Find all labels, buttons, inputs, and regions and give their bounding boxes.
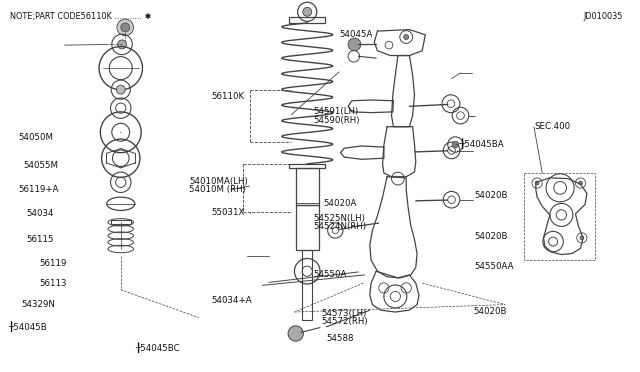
Text: NOTE;PART CODE56110K ........... ✱: NOTE;PART CODE56110K ........... ✱ (10, 12, 152, 21)
Circle shape (118, 40, 127, 49)
Text: 54550A: 54550A (314, 270, 347, 279)
Bar (296, 205, 319, 250)
Text: 54573(LH): 54573(LH) (321, 309, 367, 318)
Text: ╂54045BC: ╂54045BC (135, 342, 179, 353)
Circle shape (348, 38, 361, 51)
Text: 54055M: 54055M (23, 161, 58, 170)
Text: 54034: 54034 (26, 209, 54, 218)
Text: 54020B: 54020B (474, 231, 508, 241)
Bar (296, 168, 319, 205)
Text: 54020B: 54020B (473, 307, 507, 316)
Circle shape (579, 181, 582, 185)
Text: 54524N(RH): 54524N(RH) (314, 222, 367, 231)
Bar (289, 17, 325, 23)
Bar (302, 250, 312, 320)
Circle shape (452, 141, 459, 148)
Text: 54525N(LH): 54525N(LH) (314, 214, 365, 223)
Circle shape (404, 35, 409, 39)
Text: 56115: 56115 (26, 235, 54, 244)
Text: 56119: 56119 (39, 259, 67, 268)
Circle shape (121, 23, 130, 32)
Circle shape (116, 85, 125, 94)
Circle shape (117, 19, 134, 36)
Circle shape (303, 7, 312, 16)
Text: 56110K: 56110K (211, 92, 244, 101)
Bar (289, 164, 325, 168)
Text: ╂54045BA: ╂54045BA (460, 138, 504, 149)
Text: ╂54045B: ╂54045B (8, 321, 47, 332)
Circle shape (288, 326, 303, 341)
Text: SEC.400: SEC.400 (534, 122, 570, 131)
Text: 54050M: 54050M (19, 132, 54, 142)
Text: 54588: 54588 (326, 334, 354, 343)
Text: 54572(RH): 54572(RH) (321, 317, 368, 326)
Text: 54010MA(LH): 54010MA(LH) (189, 177, 248, 186)
Text: 54591(LH): 54591(LH) (314, 107, 359, 116)
Bar (111, 220, 131, 224)
Text: 54034+A: 54034+A (211, 296, 252, 305)
Bar (524, 173, 595, 260)
Text: 54010M (RH): 54010M (RH) (189, 185, 246, 194)
Text: 54590(RH): 54590(RH) (314, 116, 360, 125)
Text: 54020A: 54020A (324, 199, 357, 208)
Text: 54045A: 54045A (339, 30, 372, 39)
Text: 54329N: 54329N (22, 300, 56, 309)
Circle shape (535, 181, 539, 185)
Text: 56113: 56113 (39, 279, 67, 288)
Text: 55031X: 55031X (211, 208, 245, 217)
Text: JD010035: JD010035 (584, 12, 623, 21)
Text: 54550AA: 54550AA (474, 262, 514, 271)
Circle shape (580, 236, 584, 240)
Text: 54020B: 54020B (474, 191, 508, 200)
Text: 56119+A: 56119+A (19, 185, 59, 194)
